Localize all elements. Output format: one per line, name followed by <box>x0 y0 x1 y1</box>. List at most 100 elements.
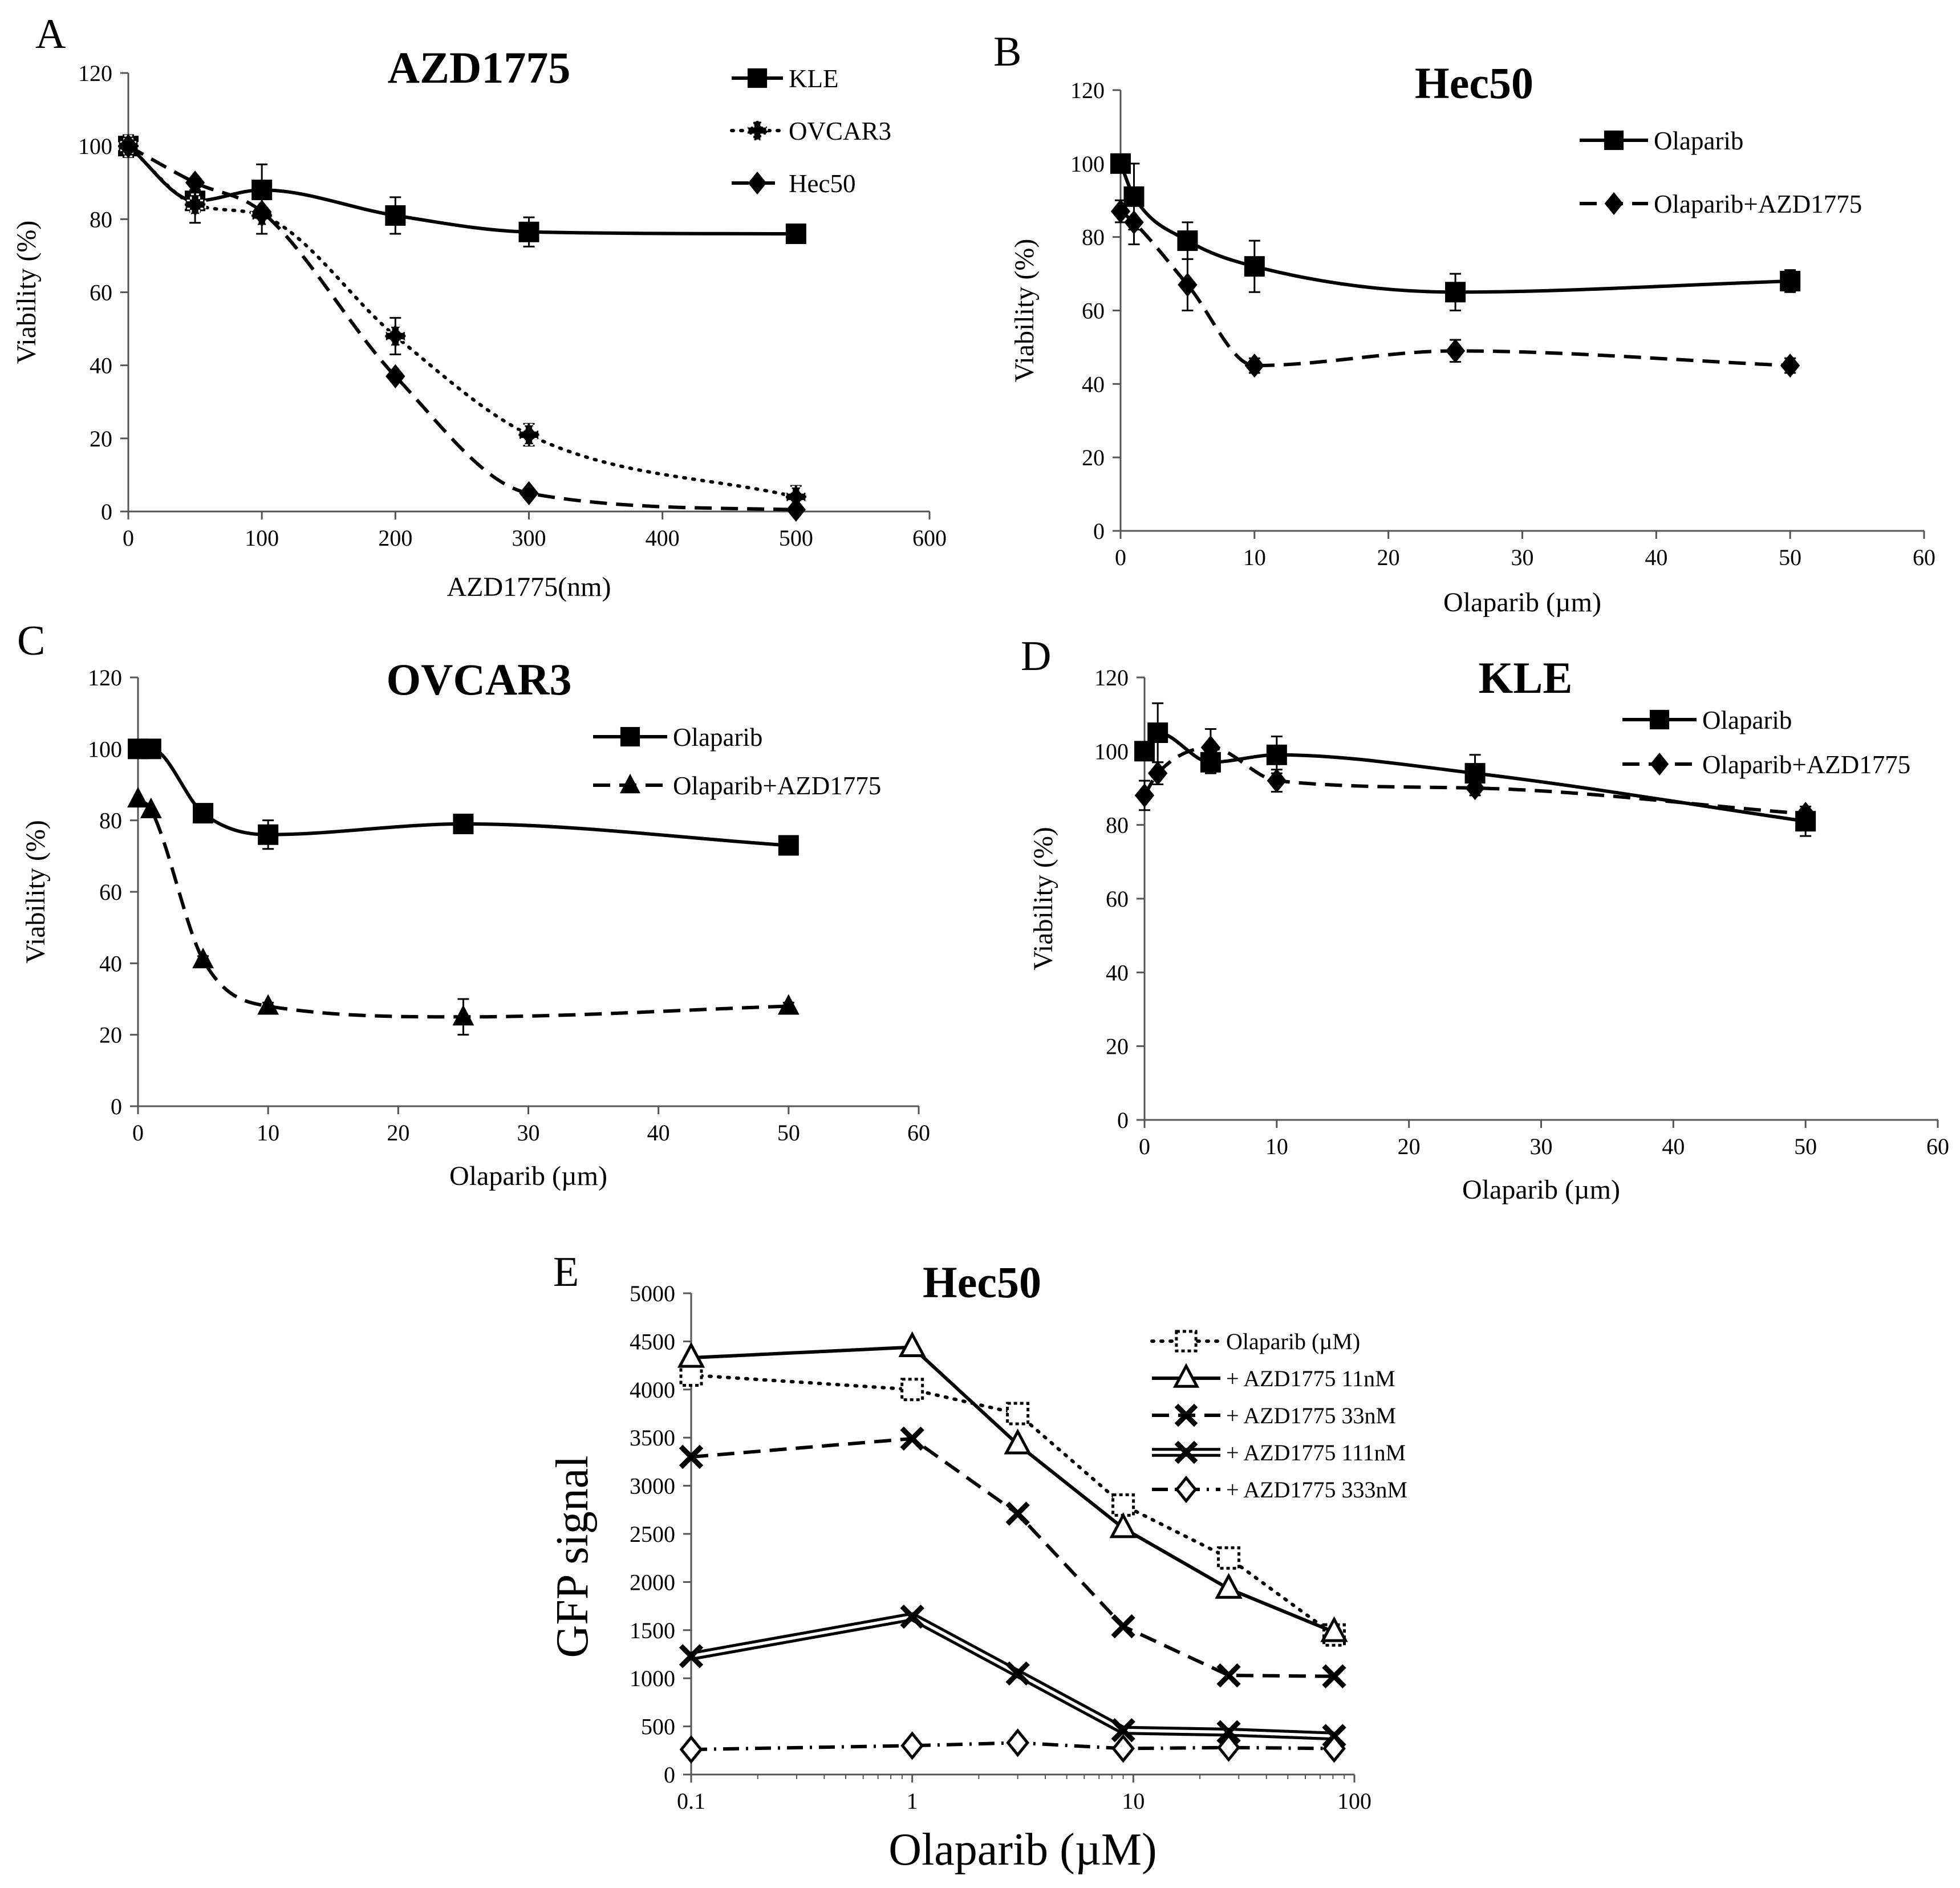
data-point <box>1004 1428 1032 1455</box>
x-tick-label: 40 <box>647 1120 670 1146</box>
legend-marker <box>746 120 768 141</box>
y-tick-label: 100 <box>1070 151 1105 177</box>
x-axis-label: Olaparib (µm) <box>449 1161 607 1191</box>
data-point <box>1005 1661 1030 1686</box>
y-tick-label: 100 <box>88 736 122 762</box>
legend-item: Hec50 <box>732 169 855 198</box>
data-point <box>1267 768 1287 793</box>
y-tick-label: 3500 <box>630 1425 675 1451</box>
y-tick-label: 60 <box>90 280 112 306</box>
legend-item: Olaparib+AZD1775 <box>593 772 881 800</box>
x-tick-label: 0 <box>1115 545 1126 570</box>
series-line <box>1119 163 1791 294</box>
data-point <box>1216 1720 1241 1744</box>
data-point <box>1005 1501 1030 1526</box>
data-point <box>900 1426 924 1451</box>
panel-letter-d: D <box>1021 633 1051 680</box>
y-tick-label: 0 <box>1117 1107 1129 1133</box>
x-tick-label: 1 <box>907 1788 918 1814</box>
data-point <box>453 813 474 834</box>
data-point <box>786 497 806 522</box>
data-point <box>1780 353 1800 378</box>
legend-item: Olaparib (µM) <box>1150 1329 1360 1354</box>
chart-title: Hec50 <box>923 1257 1041 1307</box>
series-line <box>691 1345 1335 1634</box>
legend-item: Olaparib <box>1580 127 1743 155</box>
legend-label: Olaparib <box>1654 127 1743 155</box>
chart-title: OVCAR3 <box>387 655 572 704</box>
x-tick-label: 20 <box>387 1120 409 1146</box>
data-point <box>140 738 161 760</box>
series-line <box>691 1741 1334 1752</box>
series-olaparib-azd1775 <box>127 786 800 1036</box>
data-point <box>679 1363 703 1387</box>
x-axis-label: Olaparib (µm) <box>1462 1175 1620 1205</box>
x-tick-label: 10 <box>1243 545 1266 570</box>
x-tick-label: 0 <box>1139 1134 1150 1159</box>
y-tick-label: 4500 <box>630 1329 675 1354</box>
data-point <box>127 786 149 808</box>
data-point <box>785 223 806 244</box>
y-tick-label: 80 <box>90 206 112 232</box>
series-hec50 <box>118 133 806 522</box>
data-point <box>900 1378 924 1402</box>
data-point <box>1111 1734 1135 1763</box>
legend-marker <box>1172 1363 1200 1388</box>
y-tick-label: 60 <box>1106 886 1129 912</box>
data-point <box>679 1444 704 1469</box>
legend-marker <box>1604 130 1624 151</box>
series--azd1775-333nm <box>679 1728 1346 1764</box>
data-point <box>900 1731 924 1760</box>
data-point <box>1111 1493 1135 1517</box>
data-point <box>1217 1546 1241 1570</box>
x-tick-label: 600 <box>912 525 947 551</box>
x-tick-label: 10 <box>1265 1134 1288 1159</box>
data-point <box>1178 273 1198 297</box>
series-olaparib <box>128 738 799 856</box>
y-tick-label: 120 <box>1094 665 1129 691</box>
x-tick-label: 40 <box>1662 1134 1685 1159</box>
legend-marker <box>1649 709 1670 730</box>
legend-item: KLE <box>732 64 838 93</box>
series-line <box>127 144 798 499</box>
legend-label: Olaparib+AZD1775 <box>673 772 881 800</box>
y-axis-label: Viability (%) <box>11 221 42 364</box>
data-point <box>1465 775 1485 801</box>
legend-marker <box>747 68 768 88</box>
data-point <box>1244 353 1264 378</box>
data-point <box>1177 230 1198 251</box>
chart-azd1775: 0 20 40 60 80 100 120 0 100 200 300 400 500 600 AZD177… <box>11 43 947 602</box>
x-tick-label: 0.1 <box>677 1788 705 1814</box>
data-point <box>900 1604 924 1629</box>
legend-marker <box>748 171 767 195</box>
y-tick-label: 40 <box>90 353 112 379</box>
y-tick-label: 0 <box>664 1762 675 1788</box>
legend-label: KLE <box>789 64 838 93</box>
x-tick-label: 10 <box>257 1120 279 1146</box>
chart-hec50-olaparib: 0 20 40 60 80 100 120 0 10 20 30 40 50 60 Hec50 Olapari… <box>1009 58 1935 618</box>
legend-label: OVCAR3 <box>789 117 891 145</box>
y-tick-label: 20 <box>1082 445 1105 470</box>
data-point <box>252 200 272 224</box>
data-point <box>1006 1728 1029 1757</box>
y-tick-label: 5000 <box>630 1281 675 1306</box>
panel-label-a: A <box>35 11 66 58</box>
legend-label: + AZD1775 333nM <box>1226 1477 1407 1503</box>
x-tick-label: 0 <box>123 525 134 551</box>
y-tick-label: 4000 <box>630 1377 675 1403</box>
chart-title: KLE <box>1479 653 1573 703</box>
series-line <box>1119 210 1791 368</box>
panel-label-c: C <box>17 618 45 664</box>
data-point <box>898 1331 926 1358</box>
data-point <box>1148 761 1168 786</box>
legend-item: OVCAR3 <box>730 117 891 145</box>
y-tick-label: 60 <box>99 879 122 905</box>
series-line-inner <box>691 1615 1334 1738</box>
series--azd1775-33nm <box>679 1426 1346 1689</box>
panel-label-d: D <box>1021 633 1051 680</box>
panel-letter-e: E <box>553 1249 579 1296</box>
data-point <box>1445 339 1466 363</box>
y-tick-label: 60 <box>1082 298 1105 324</box>
data-point <box>118 133 139 159</box>
